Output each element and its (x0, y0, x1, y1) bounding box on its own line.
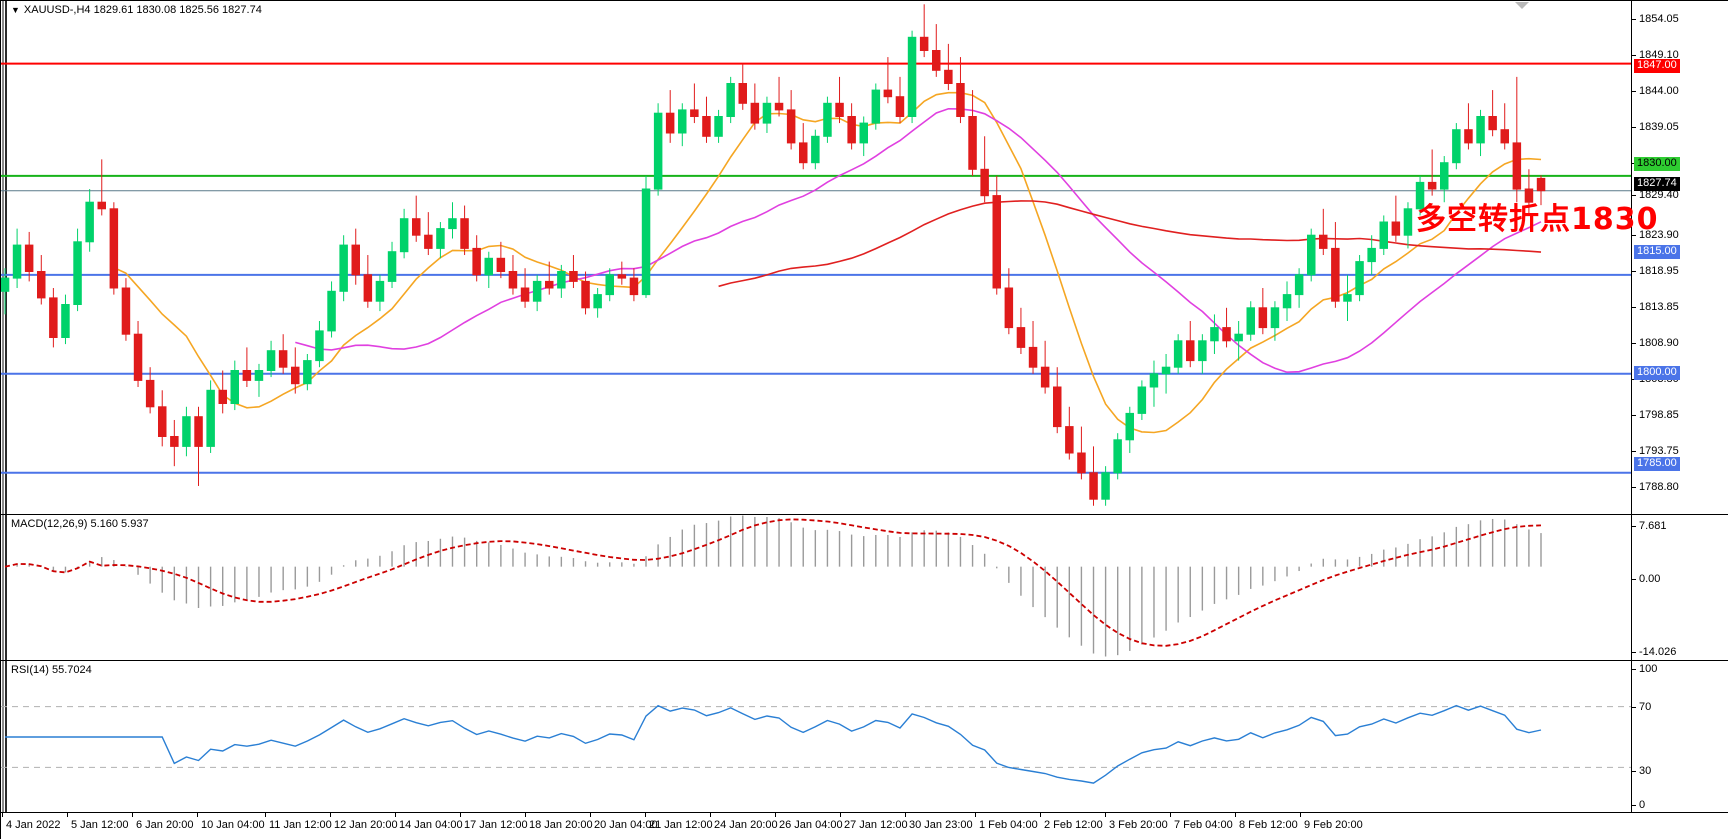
rsi-label: RSI(14) 55.7024 (11, 664, 92, 676)
price-tick: 1829.40 (1632, 190, 1679, 201)
time-axis-label: 9 Feb 20:00 (1304, 819, 1363, 831)
price-level-badge[interactable]: 1815.00 (1634, 245, 1680, 259)
time-axis-tick (1040, 813, 1041, 817)
rsi-tick: 30 (1632, 766, 1651, 777)
time-axis-tick (775, 813, 776, 817)
macd-panel[interactable]: 7.681 0.00 -14.026 MACD(12,26,9) 5.160 5.9… (1, 514, 1728, 660)
time-axis-tick (710, 813, 711, 817)
time-axis-tick (67, 813, 68, 817)
macd-tick: 7.681 (1632, 521, 1667, 532)
time-axis-label: 17 Jan 12:00 (464, 819, 528, 831)
rsi-svg (1, 704, 1632, 784)
time-axis-label: 26 Jan 04:00 (779, 819, 843, 831)
price-tick: 1813.85 (1632, 302, 1679, 313)
macd-label: MACD(12,26,9) 5.160 5.937 (11, 518, 149, 530)
time-axis-tick (1105, 813, 1106, 817)
macd-tick: 0.00 (1632, 574, 1660, 585)
time-axis-tick (1300, 813, 1301, 817)
time-axis-label: 14 Jan 04:00 (399, 819, 463, 831)
candlestick-svg (1, 4, 1632, 506)
time-axis-label: 1 Feb 04:00 (979, 819, 1038, 831)
rsi-tick: 0 (1632, 800, 1645, 811)
price-tick: 1854.05 (1632, 14, 1679, 25)
time-axis-tick (590, 813, 591, 817)
time-axis-label: 3 Feb 20:00 (1109, 819, 1168, 831)
macd-plot-area[interactable] (1, 515, 1632, 660)
price-scale[interactable]: 1854.051849.101844.001839.051833.951829.… (1632, 1, 1728, 565)
time-axis-label: 18 Jan 20:00 (529, 819, 593, 831)
price-tick: 1818.95 (1632, 266, 1679, 277)
price-scale-separator (1631, 1, 1632, 514)
time-axis-tick (645, 813, 646, 817)
time-axis-tick (1170, 813, 1171, 817)
chart-top-marker-icon[interactable] (1511, 1, 1533, 10)
price-plot-area[interactable] (1, 1, 1632, 514)
macd-svg (4, 515, 1542, 657)
time-axis-tick (975, 813, 976, 817)
price-tick: 1823.90 (1632, 230, 1679, 241)
macd-left-gutter (1, 515, 8, 660)
price-panel[interactable]: 1854.051849.101844.001839.051833.951829.… (1, 1, 1728, 565)
rsi-panel[interactable]: 100 70 30 0 RSI(14) 55.7024 (1, 660, 1728, 812)
price-tick: 1788.80 (1632, 482, 1679, 493)
time-axis-label: 12 Jan 20:00 (334, 819, 398, 831)
time-axis-label: 20 Jan 04:00 (594, 819, 658, 831)
chart-annotation: 多空转折点1830 (1416, 202, 1659, 237)
price-level-badge[interactable]: 1847.00 (1634, 59, 1680, 73)
price-level-badge[interactable]: 1800.00 (1634, 366, 1680, 380)
symbol-label: ▼ XAUUSD-,H4 1829.61 1830.08 1825.56 1827… (11, 4, 262, 16)
time-axis-label: 11 Jan 12:00 (269, 819, 332, 831)
macd-scale: 7.681 0.00 -14.026 (1632, 515, 1728, 660)
collapse-caret-icon[interactable]: ▼ (11, 5, 20, 15)
time-axis-label: 4 Jan 2022 (6, 819, 61, 831)
time-axis-label: 6 Jan 20:00 (136, 819, 194, 831)
time-axis-tick (265, 813, 266, 817)
time-axis-label: 10 Jan 04:00 (201, 819, 265, 831)
price-tick: 1844.00 (1632, 86, 1679, 97)
price-level-badge[interactable]: 1785.00 (1634, 457, 1680, 471)
left-gutter (1, 1, 8, 514)
price-level-badge[interactable]: 1830.00 (1634, 157, 1680, 171)
rsi-tick: 100 (1632, 664, 1657, 675)
rsi-scale-separator (1631, 661, 1632, 812)
time-axis-label: 30 Jan 23:00 (909, 819, 973, 831)
time-axis-label: 27 Jan 12:00 (844, 819, 908, 831)
macd-scale-separator (1631, 515, 1632, 660)
time-axis-label: 24 Jan 20:00 (714, 819, 778, 831)
time-axis-label: 21 Jan 12:00 (649, 819, 713, 831)
time-axis-tick (840, 813, 841, 817)
rsi-plot-area[interactable] (1, 661, 1632, 812)
time-axis: 4 Jan 2022 5 Jan 12:00 6 Jan 20:00 10 Jan 0… (1, 812, 1728, 840)
time-axis-label: 2 Feb 12:00 (1044, 819, 1103, 831)
rsi-scale: 100 70 30 0 (1632, 661, 1728, 812)
time-axis-label: 7 Feb 04:00 (1174, 819, 1233, 831)
price-tick: 1798.85 (1632, 410, 1679, 421)
time-axis-tick (197, 813, 198, 817)
price-level-badge[interactable]: 1827.74 (1634, 177, 1680, 191)
time-axis-tick (132, 813, 133, 817)
time-axis-label: 5 Jan 12:00 (71, 819, 129, 831)
symbol-ohlc-text: XAUUSD-,H4 1829.61 1830.08 1825.56 1827.… (23, 4, 262, 16)
time-axis-tick (330, 813, 331, 817)
macd-tick: -14.026 (1632, 647, 1676, 658)
time-axis-tick (905, 813, 906, 817)
rsi-left-gutter (1, 661, 8, 812)
time-axis-tick (460, 813, 461, 817)
price-tick: 1839.05 (1632, 122, 1679, 133)
time-axis-tick (395, 813, 396, 817)
price-tick: 1849.10 (1632, 50, 1679, 61)
price-tick: 1793.75 (1632, 446, 1679, 457)
price-tick: 1808.90 (1632, 338, 1679, 349)
time-axis-label: 8 Feb 12:00 (1239, 819, 1298, 831)
time-axis-tick (2, 813, 3, 817)
time-axis-tick (1235, 813, 1236, 817)
rsi-tick: 70 (1632, 702, 1651, 713)
time-axis-tick (525, 813, 526, 817)
